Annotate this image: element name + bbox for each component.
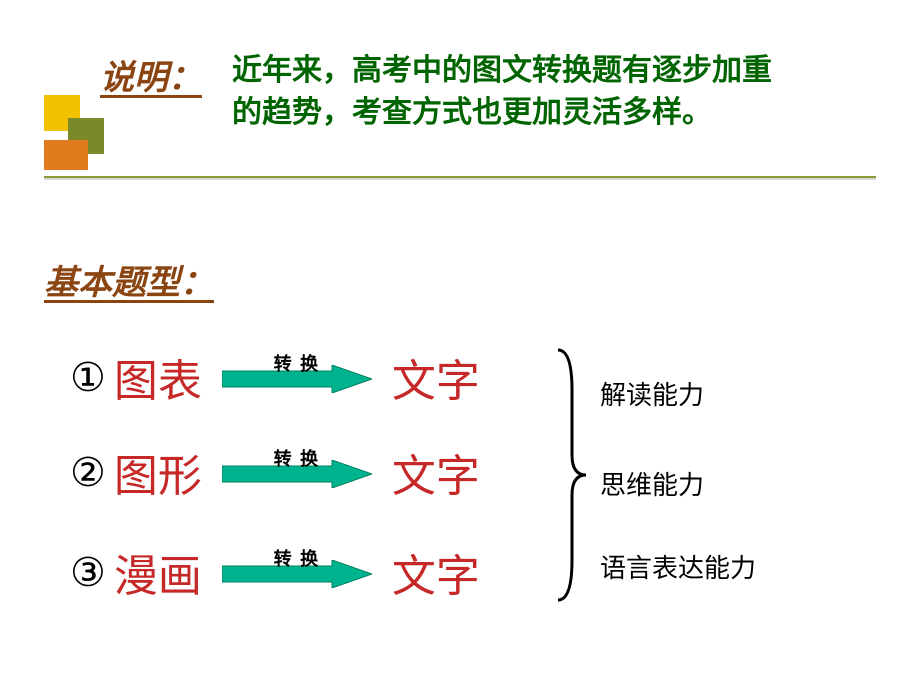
row-number: ② xyxy=(70,449,106,496)
subtitle: 基本题型： xyxy=(44,255,214,304)
brace xyxy=(550,345,590,610)
source-label: 图形 xyxy=(114,440,202,504)
divider-bottom xyxy=(44,178,876,180)
target-label: 文字 xyxy=(392,345,480,409)
arrow-icon: 转 换 xyxy=(222,357,372,397)
target-label: 文字 xyxy=(392,440,480,504)
ability-3: 语言表达能力 xyxy=(600,548,756,585)
row-number: ① xyxy=(70,354,106,401)
conversion-row-1: ①图表 转 换文字 xyxy=(70,345,480,409)
conversion-row-2: ②图形 转 换文字 xyxy=(70,440,480,504)
target-label: 文字 xyxy=(392,540,480,604)
deco-orange-block xyxy=(44,140,88,170)
header-row: 说明： 近年来，高考中的图文转换题有逐步加重的趋势，考查方式也更加灵活多样。 xyxy=(100,50,792,134)
conversion-row-3: ③漫画 转 换文字 xyxy=(70,540,480,604)
ability-2: 思维能力 xyxy=(600,465,704,502)
header-title: 说明： xyxy=(100,50,202,99)
source-label: 漫画 xyxy=(114,540,202,604)
arrow-label: 转 换 xyxy=(274,545,321,571)
ability-1: 解读能力 xyxy=(600,375,704,412)
arrow-icon: 转 换 xyxy=(222,452,372,492)
row-number: ③ xyxy=(70,549,106,596)
source-label: 图表 xyxy=(114,345,202,409)
header-description: 近年来，高考中的图文转换题有逐步加重的趋势，考查方式也更加灵活多样。 xyxy=(232,50,792,134)
arrow-icon: 转 换 xyxy=(222,552,372,592)
arrow-label: 转 换 xyxy=(274,445,321,471)
arrow-label: 转 换 xyxy=(274,350,321,376)
